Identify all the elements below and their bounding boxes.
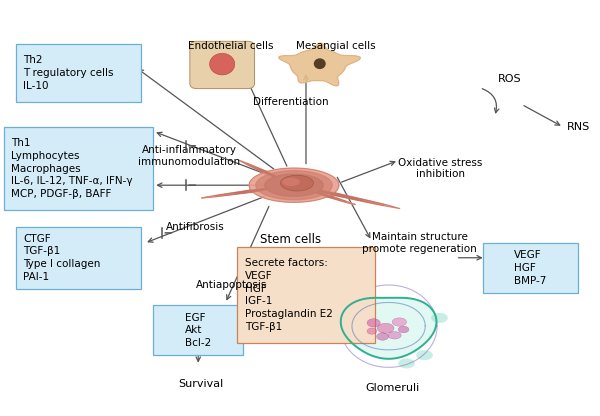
Text: Th2
T regulatory cells
IL-10: Th2 T regulatory cells IL-10 [23, 55, 114, 91]
Ellipse shape [431, 313, 448, 323]
Text: Antiapoptosis: Antiapoptosis [196, 280, 267, 290]
Ellipse shape [367, 319, 380, 327]
Ellipse shape [398, 326, 409, 333]
Text: VEGF
HGF
BMP-7: VEGF HGF BMP-7 [514, 250, 547, 286]
Ellipse shape [392, 318, 407, 326]
Text: Differentiation: Differentiation [253, 97, 329, 107]
Text: Antifibrosis: Antifibrosis [166, 222, 224, 232]
Polygon shape [279, 43, 361, 86]
FancyBboxPatch shape [237, 248, 375, 343]
FancyBboxPatch shape [4, 127, 154, 210]
FancyBboxPatch shape [16, 227, 142, 289]
Text: Endothelial cells: Endothelial cells [188, 41, 274, 51]
Ellipse shape [398, 359, 415, 369]
Ellipse shape [416, 350, 433, 360]
Ellipse shape [329, 325, 346, 335]
Text: Th1
Lymphocytes
Macrophages
IL-6, IL-12, TNF-α, IFN-γ
MCP, PDGF-β, BAFF: Th1 Lymphocytes Macrophages IL-6, IL-12,… [11, 138, 133, 199]
Ellipse shape [350, 288, 367, 298]
Text: Glomeruli: Glomeruli [365, 384, 420, 394]
Text: CTGF
TGF-β1
Type I collagen
PAI-1: CTGF TGF-β1 Type I collagen PAI-1 [23, 233, 101, 282]
FancyBboxPatch shape [154, 305, 243, 355]
Ellipse shape [367, 328, 377, 334]
Text: Maintain structure
promote regeneration: Maintain structure promote regeneration [362, 233, 477, 254]
Polygon shape [341, 298, 436, 359]
Text: Anti-inflammatory
immunomodulation: Anti-inflammatory immunomodulation [138, 145, 241, 167]
Ellipse shape [281, 175, 313, 191]
Text: Stem cells: Stem cells [260, 233, 322, 245]
Ellipse shape [377, 323, 394, 333]
Text: RNS: RNS [566, 122, 590, 132]
Text: Oxidative stress
inhibition: Oxidative stress inhibition [398, 158, 483, 179]
Polygon shape [215, 163, 384, 205]
Text: Mesangial cells: Mesangial cells [296, 41, 376, 51]
FancyBboxPatch shape [482, 243, 578, 293]
Text: ROS: ROS [497, 74, 521, 84]
FancyBboxPatch shape [16, 44, 142, 102]
Ellipse shape [209, 53, 235, 75]
Ellipse shape [314, 58, 326, 69]
Polygon shape [202, 160, 400, 208]
Ellipse shape [388, 332, 401, 339]
Text: Survival: Survival [179, 379, 224, 389]
Text: Secrete factors:
VEGF
HGF
IGF-1
Prostaglandin E2
TGF-β1: Secrete factors: VEGF HGF IGF-1 Prostagl… [245, 258, 333, 332]
Ellipse shape [282, 178, 300, 186]
Text: EGF
Akt
Bcl-2: EGF Akt Bcl-2 [185, 312, 211, 348]
Ellipse shape [377, 333, 389, 340]
FancyBboxPatch shape [190, 41, 254, 89]
Polygon shape [234, 169, 363, 201]
